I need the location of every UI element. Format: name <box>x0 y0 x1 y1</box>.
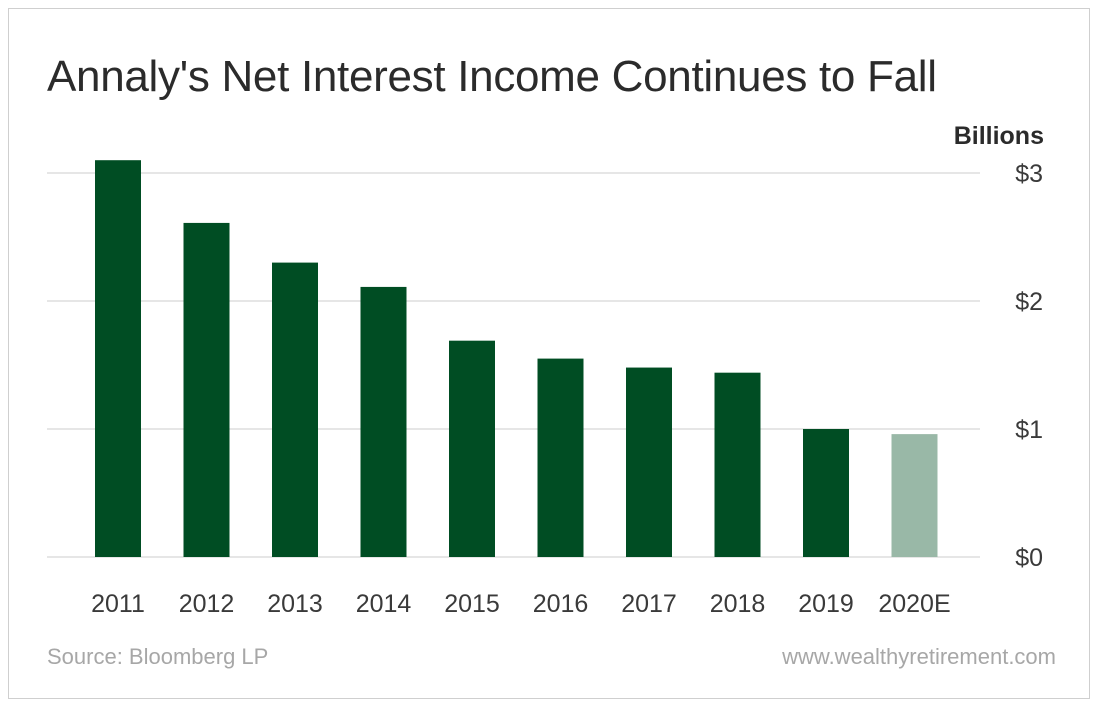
bar-2016 <box>537 358 584 557</box>
bar-2020E <box>891 434 938 557</box>
bars <box>95 160 938 558</box>
y-axis-tick-labels: $0 $1 $2 $3 <box>1015 160 1043 572</box>
source-note: Source: Bloomberg LP <box>47 644 269 669</box>
y-tick-label: $0 <box>1015 544 1043 572</box>
bar-2014 <box>360 286 407 557</box>
x-category-label: 2015 <box>444 590 500 618</box>
x-category-label: 2018 <box>710 590 766 618</box>
bar-2015 <box>449 340 495 557</box>
y-tick-label: $2 <box>1015 288 1043 316</box>
x-axis-category-labels: 2011 2012 2013 2014 2015 2016 2017 2018 2019 2020… <box>91 590 951 618</box>
x-category-label: 2019 <box>798 590 854 618</box>
x-category-label: 2011 <box>91 590 145 618</box>
bar-2012 <box>183 222 230 558</box>
bar-2013 <box>272 262 318 557</box>
x-category-label: 2017 <box>621 590 677 618</box>
website-credit: www.wealthyretirement.com <box>782 644 1056 669</box>
bar-2017 <box>626 367 672 557</box>
bar-2018 <box>714 372 761 557</box>
chart-title: Annaly's Net Interest Income Continues t… <box>47 52 937 101</box>
y-tick-label: $3 <box>1015 160 1043 188</box>
x-category-label: 2016 <box>533 590 589 618</box>
y-axis-unit-label: Billions <box>953 122 1044 150</box>
x-category-label: 2012 <box>179 590 235 618</box>
bar-2011 <box>95 160 141 557</box>
bar-2019 <box>803 429 849 557</box>
y-tick-label: $1 <box>1015 416 1043 444</box>
x-category-label: 2014 <box>356 590 412 618</box>
x-category-label: 2020E <box>878 590 950 618</box>
x-category-label: 2013 <box>267 590 323 618</box>
